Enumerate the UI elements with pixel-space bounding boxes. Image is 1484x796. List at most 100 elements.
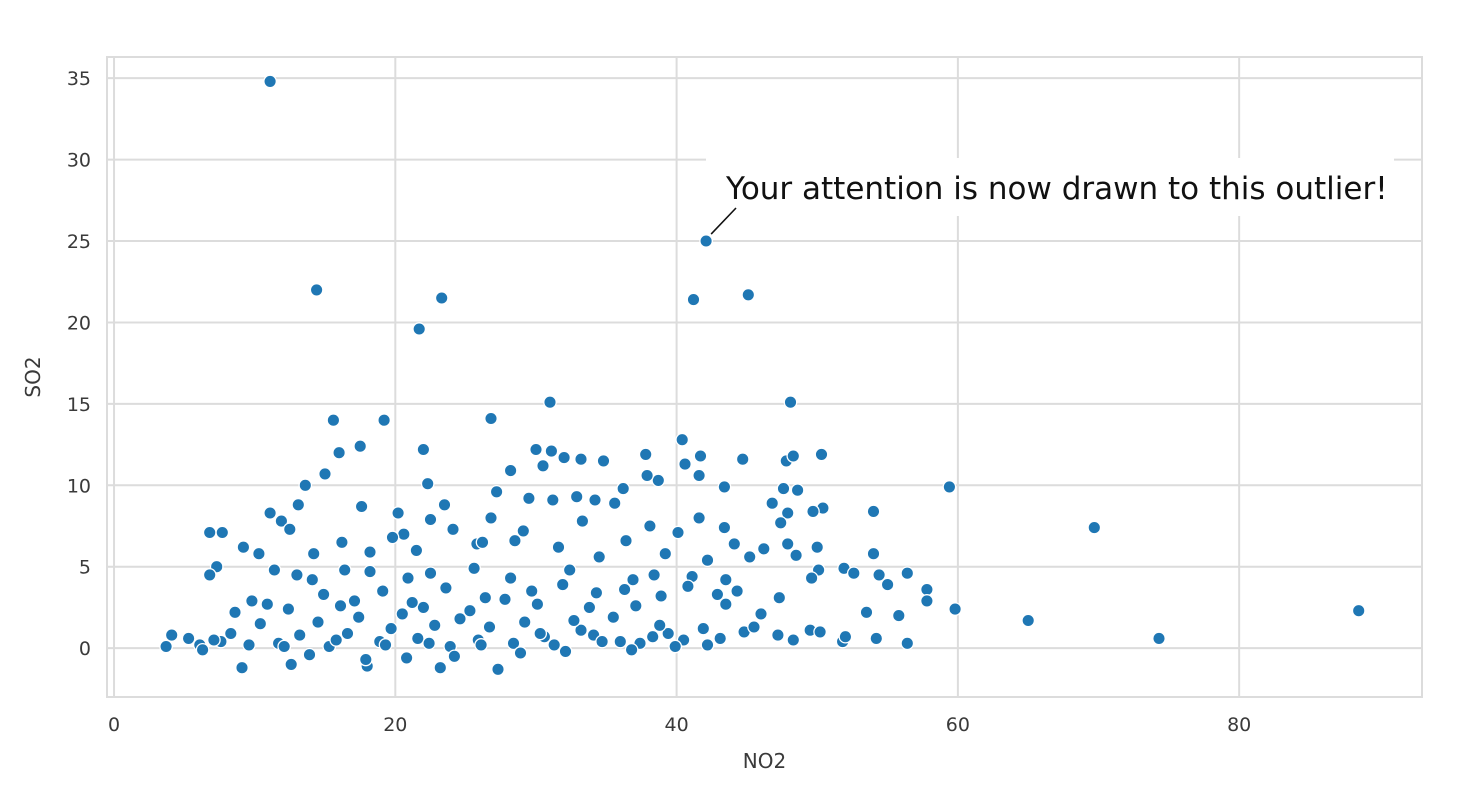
scatter-point — [529, 442, 543, 457]
scatter-point — [773, 515, 788, 530]
scatter-point — [223, 626, 238, 641]
plot-frame — [106, 56, 1423, 698]
annotation-leader-line — [710, 207, 737, 235]
scatter-point — [742, 550, 757, 564]
scatter-point — [658, 546, 673, 561]
scatter-point — [253, 616, 268, 631]
scatter-point — [447, 649, 462, 664]
scatter-point — [347, 594, 362, 608]
scatter-point — [463, 603, 477, 618]
scatter-point — [891, 608, 906, 623]
scatter-point — [613, 634, 628, 649]
scatter-point — [814, 447, 829, 462]
tick-labels: 0 20 40 60 80 0 5 10 15 20 25 30 35 — [67, 68, 1251, 736]
scatter-point — [340, 626, 355, 641]
scatter-point — [813, 625, 827, 639]
scatter-point — [747, 620, 761, 634]
scatter-point — [741, 287, 756, 302]
scatter-point — [628, 598, 643, 613]
y-tick-label: 25 — [67, 231, 91, 253]
y-tick-label: 15 — [67, 394, 91, 416]
scatter-point — [377, 413, 391, 428]
scatter-point — [433, 660, 448, 675]
scatter-point — [624, 642, 639, 657]
scatter-point — [713, 631, 728, 646]
scatter-point — [1152, 631, 1166, 646]
scatter-point — [491, 662, 505, 677]
scatter-point — [530, 597, 545, 612]
scatter-point — [920, 594, 934, 608]
scatter-point — [536, 458, 550, 473]
scatter-point — [306, 546, 321, 561]
scatter-point — [717, 480, 732, 494]
scatter-point — [423, 566, 438, 581]
y-tick-label: 35 — [67, 68, 91, 90]
scatter-point — [391, 506, 405, 520]
scatter-point — [195, 642, 210, 657]
scatter-point — [727, 537, 742, 551]
y-tick-label: 5 — [79, 557, 91, 579]
scatter-point — [866, 504, 881, 519]
scatter-point — [859, 605, 874, 620]
scatter-point — [574, 452, 588, 467]
scatter-point — [284, 657, 299, 672]
scatter-point — [569, 489, 584, 504]
scatter-point — [617, 582, 632, 597]
scatter-point — [302, 647, 317, 662]
scatter-point — [434, 291, 449, 305]
scatter-point — [207, 633, 221, 647]
scatter-point — [643, 519, 657, 533]
scatter-point — [274, 514, 289, 528]
scatter-point — [522, 491, 536, 506]
scatter-point — [326, 413, 341, 428]
scatter-point — [516, 524, 531, 538]
scatter-point — [446, 522, 460, 537]
scatter-point — [730, 584, 744, 598]
scatter-point — [159, 639, 173, 654]
scatter-point — [718, 597, 733, 612]
scatter-point — [771, 628, 785, 642]
scatter-point — [900, 566, 915, 581]
scatter-point — [409, 543, 424, 558]
scatter-point — [544, 444, 559, 458]
scatter-point — [942, 480, 957, 494]
scatter-point — [437, 497, 452, 512]
scatter-point — [503, 571, 518, 585]
scatter-point — [589, 585, 604, 600]
scatter-point — [786, 449, 801, 463]
scatter-point — [654, 589, 668, 603]
scatter-point — [786, 633, 801, 647]
scatter-point — [765, 496, 780, 511]
scatter-point — [651, 473, 666, 488]
plot-border — [106, 56, 1423, 698]
scatter-point — [1087, 520, 1102, 535]
scatter-point — [484, 411, 498, 426]
scatter-point — [700, 553, 715, 568]
scatter-point — [754, 607, 768, 621]
scatter-point — [790, 483, 805, 498]
scatter-point — [513, 646, 528, 660]
scatter-point — [475, 535, 490, 550]
scatter-point — [547, 638, 562, 652]
scatter-point — [378, 638, 393, 652]
scatter-point — [772, 590, 787, 605]
x-axis-label: NO2 — [743, 749, 786, 773]
scatter-point — [482, 620, 497, 634]
scatter-point — [410, 631, 425, 646]
scatter-point — [474, 638, 488, 652]
scatter-point — [675, 432, 690, 447]
scatter-point — [263, 74, 277, 89]
annotation-group: Your attention is now drawn to this outl… — [706, 158, 1394, 235]
scatter-point — [245, 594, 259, 608]
scatter-point — [900, 636, 915, 651]
scatter-point — [290, 568, 304, 582]
scatter-point — [354, 499, 369, 514]
scatter-point — [282, 522, 297, 537]
x-tick-label: 40 — [665, 714, 689, 736]
scatter-point — [332, 445, 346, 460]
scatter-point — [399, 651, 414, 665]
scatter-point — [948, 602, 962, 616]
scatter-point — [780, 537, 795, 551]
scatter-point — [164, 628, 179, 642]
